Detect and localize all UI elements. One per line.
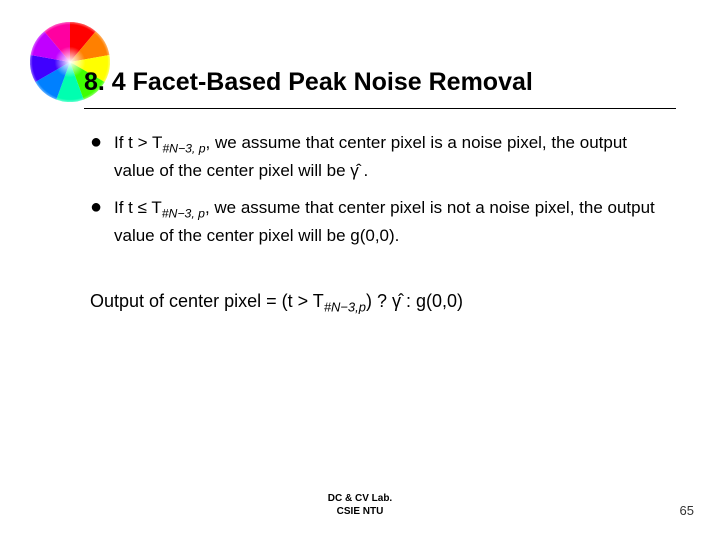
- bullet-item: ●If t ≤ T#N−3, p, we assume that center …: [90, 195, 660, 248]
- bullet-marker: ●: [90, 195, 114, 248]
- bullet-text: If t ≤ T#N−3, p, we assume that center p…: [114, 195, 660, 248]
- footer-line2: CSIE NTU: [0, 506, 720, 519]
- eq-close: ) ? γ̂ : g(0,0): [366, 291, 463, 311]
- title-rule: [84, 108, 676, 109]
- eq-lhs: Output of center pixel =: [90, 291, 282, 311]
- slide: 8. 4 Facet-Based Peak Noise Removal ●If …: [0, 0, 720, 540]
- bullet-text: If t > T#N−3, p, we assume that center p…: [114, 130, 660, 183]
- page-number: 65: [680, 503, 694, 518]
- bullet-item: ●If t > T#N−3, p, we assume that center …: [90, 130, 660, 183]
- equation-line: Output of center pixel = (t > T#N−3,p) ?…: [90, 288, 660, 317]
- slide-title: 8. 4 Facet-Based Peak Noise Removal: [84, 68, 533, 97]
- bullet-marker: ●: [90, 130, 114, 183]
- eq-open: (t > T: [282, 291, 324, 311]
- footer-line1: DC & CV Lab.: [0, 493, 720, 506]
- slide-body: ●If t > T#N−3, p, we assume that center …: [90, 130, 660, 317]
- footer: DC & CV Lab. CSIE NTU: [0, 493, 720, 518]
- eq-sub: #N−3,p: [324, 300, 366, 315]
